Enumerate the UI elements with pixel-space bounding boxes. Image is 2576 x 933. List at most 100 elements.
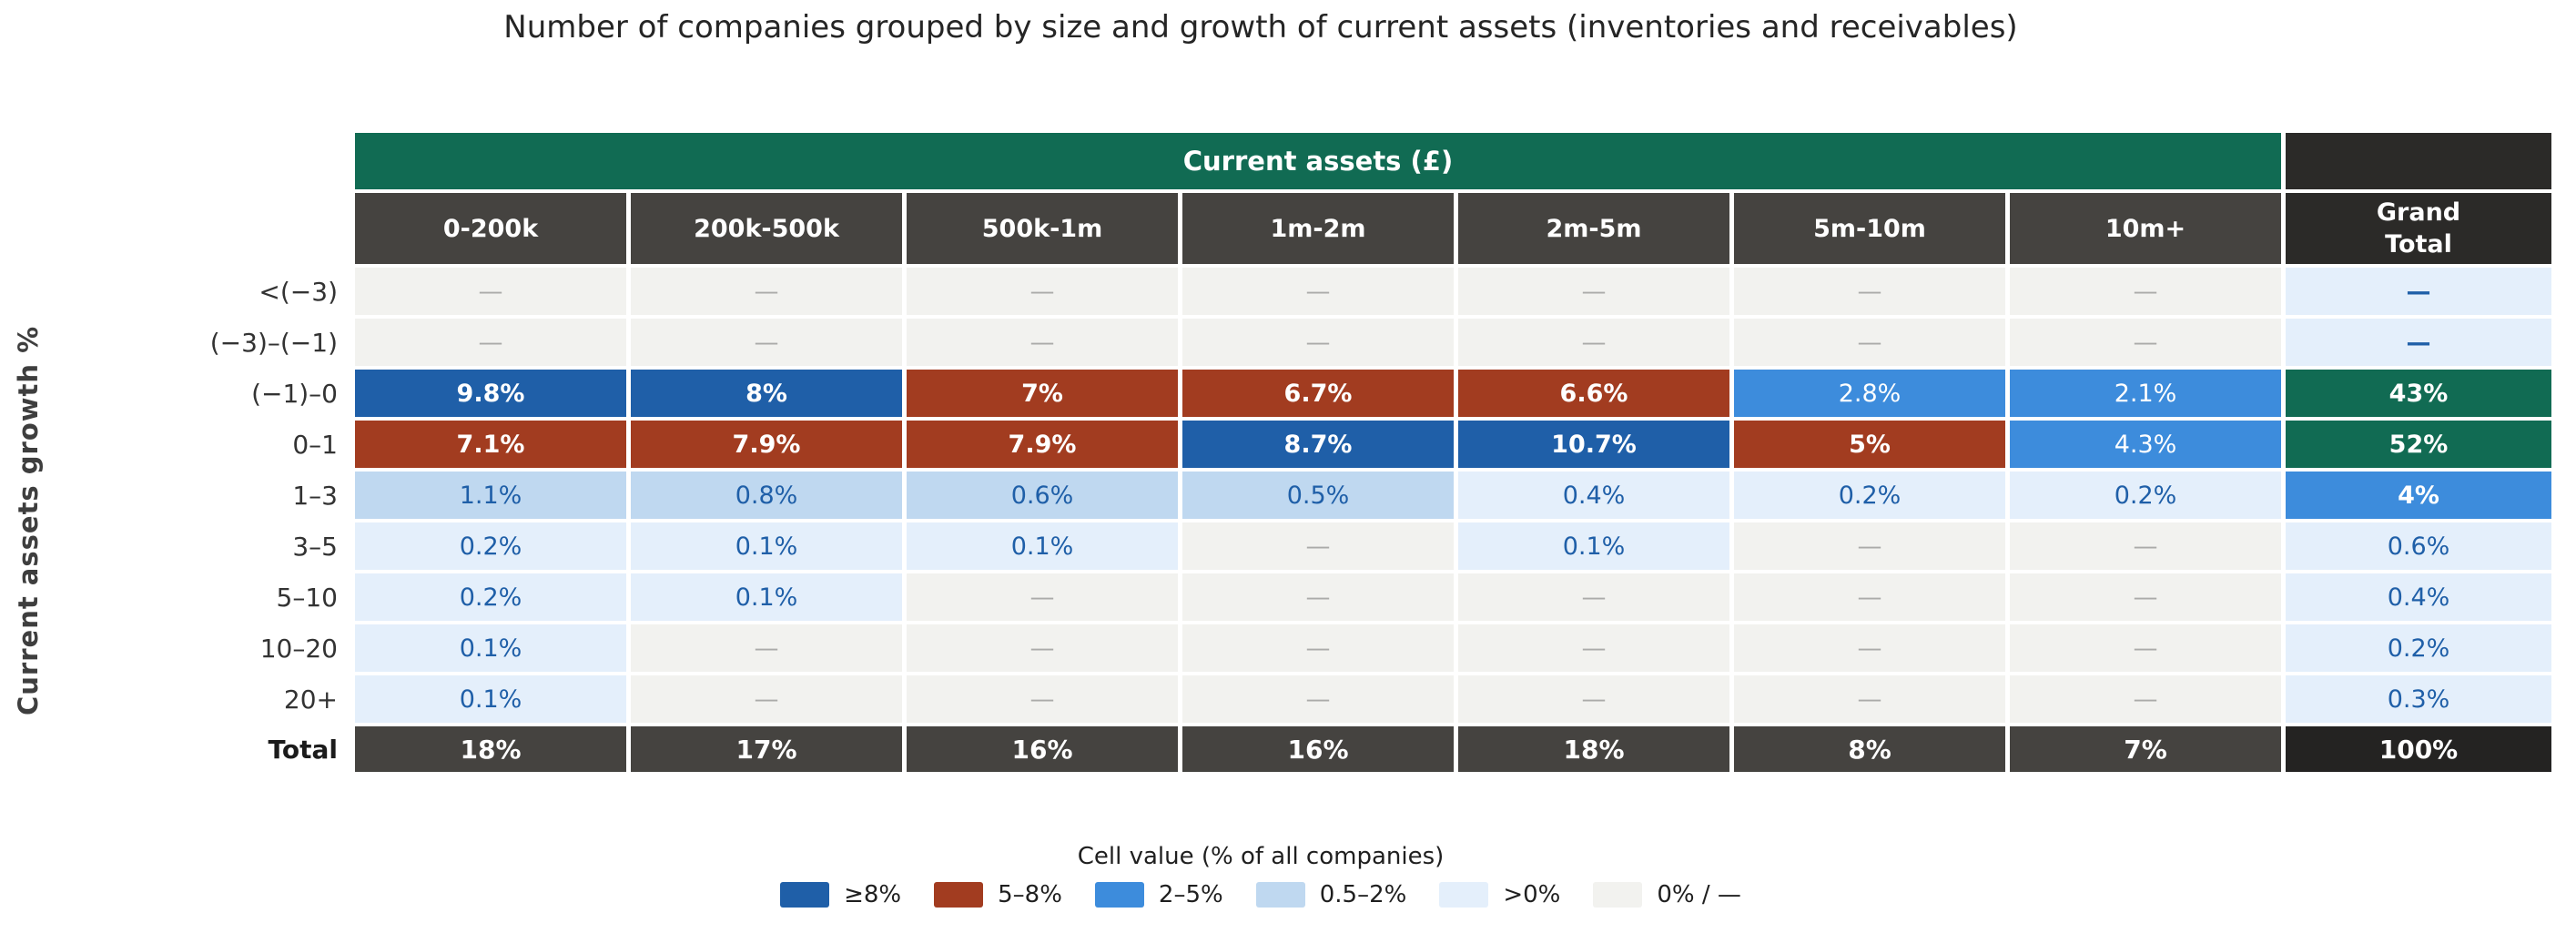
legend-item-label: 2–5% [1158,881,1223,908]
heatmap-cell: 4.3% [2010,421,2281,468]
total-cell: 16% [1182,726,1454,772]
total-cell: 18% [355,726,626,772]
heatmap-cell: 8% [631,370,902,417]
legend-swatch [934,882,984,908]
heatmap-cell: — [1458,319,1729,366]
grand-total-header-spacer [2286,133,2551,189]
heatmap-cell: — [631,268,902,315]
column-header: 0-200k [355,193,626,264]
table-corner-spacer [36,193,350,264]
heatmap-cell: 2.8% [1734,370,2005,417]
legend-item-label: >0% [1503,881,1561,908]
row-label: 10–20 [259,633,338,664]
grand-total-cell: 0.2% [2286,624,2551,672]
heatmap-cell: — [1182,319,1454,366]
column-header: 1m-2m [1182,193,1454,264]
row-label: (−3)–(−1) [209,327,338,358]
heatmap-cell: 0.2% [355,522,626,570]
heatmap-cell: — [631,675,902,723]
legend-swatch [1593,882,1643,908]
grand-total-cell: 0.3% [2286,675,2551,723]
legend-item: 0.5–2% [1255,881,1407,908]
legend-item-label: 0.5–2% [1319,881,1407,908]
heatmap-cell: 0.1% [907,522,1178,570]
heatmap-cell: 0.1% [631,573,902,621]
legend: Cell value (% of all companies) ≥8% 5–8% 2… [0,843,2521,908]
heatmap-cell: 0.4% [1458,472,1729,519]
heatmap-cell: — [355,268,626,315]
heatmap-cell: 0.5% [1182,472,1454,519]
heatmap-cell: 6.6% [1458,370,1729,417]
heatmap-cell: — [1458,675,1729,723]
column-header: 2m-5m [1458,193,1729,264]
grand-total-cell: 52% [2286,421,2551,468]
heatmap-cell: 9.8% [355,370,626,417]
grand-total-header-line1: Grand [2376,198,2461,227]
heatmap-cell: 0.1% [631,522,902,570]
grand-total-value: 100% [2286,726,2551,772]
heatmap-cell: 0.1% [355,675,626,723]
heatmap-cell: 0.2% [2010,472,2281,519]
total-cell: 8% [1734,726,2005,772]
heatmap-cell: 7.9% [907,421,1178,468]
heatmap-cell: — [2010,319,2281,366]
total-cell: 18% [1458,726,1729,772]
legend-items: ≥8% 5–8% 2–5% 0.5–2% >0% 0% / — [780,881,1741,908]
legend-item-label: 0% / — [1657,881,1741,908]
heatmap-cell: — [907,319,1178,366]
heatmap-cell: — [1182,573,1454,621]
grand-total-cell: 4% [2286,472,2551,519]
heatmap-cell: — [2010,268,2281,315]
total-cell: 16% [907,726,1178,772]
heatmap-cell: — [1182,624,1454,672]
heatmap-cell: — [1458,624,1729,672]
legend-item: >0% [1439,881,1560,908]
heatmap-cell: — [907,573,1178,621]
heatmap-cell: 0.8% [631,472,902,519]
heatmap-cell: — [2010,624,2281,672]
heatmap-cell: 5% [1734,421,2005,468]
heatmap-cell: — [1734,268,2005,315]
heatmap-cell: 7% [907,370,1178,417]
grand-total-cell: — [2286,319,2551,366]
chart-title: Number of companies grouped by size and … [503,9,2018,46]
heatmap-cell: — [1458,573,1729,621]
heatmap-cell: 0.2% [1734,472,2005,519]
heatmap-cell: 0.1% [355,624,626,672]
heatmap-cell: 1.1% [355,472,626,519]
heatmap-cell: — [1734,319,2005,366]
legend-item: ≥8% [780,881,901,908]
grand-total-cell: — [2286,268,2551,315]
heatmap-cell: — [2010,522,2281,570]
heatmap-cell: 6.7% [1182,370,1454,417]
heatmap-cell: — [2010,573,2281,621]
heatmap-table: Current assets (£) 0-200k 200k-500k 500k-1m… [36,133,2551,772]
heatmap-cell: — [2010,675,2281,723]
legend-swatch [1439,882,1489,908]
row-label: (−1)–0 [251,378,338,409]
heatmap-cell: — [907,675,1178,723]
heatmap-cell: 0.2% [355,573,626,621]
grand-total-cell: 0.4% [2286,573,2551,621]
row-label: 1–3 [292,480,338,511]
total-row-label: Total [268,734,339,765]
row-label: <(−3) [259,276,338,307]
heatmap-cell: — [907,624,1178,672]
grand-total-header: Grand Total [2286,193,2551,264]
row-label: 0–1 [292,429,338,460]
legend-item-label: ≥8% [844,881,902,908]
heatmap-cell: — [1458,268,1729,315]
group-header: Current assets (£) [355,133,2281,189]
heatmap-cell: — [1734,522,2005,570]
heatmap-cell: — [1182,522,1454,570]
column-header: 200k-500k [631,193,902,264]
row-label: 5–10 [276,582,338,613]
heatmap-cell: 0.1% [1458,522,1729,570]
legend-item-label: 5–8% [998,881,1062,908]
grand-total-header-line2: Total [2385,230,2452,259]
heatmap-cell: — [1182,675,1454,723]
heatmap-cell: — [631,319,902,366]
heatmap-cell: — [1734,573,2005,621]
heatmap-cell: 2.1% [2010,370,2281,417]
